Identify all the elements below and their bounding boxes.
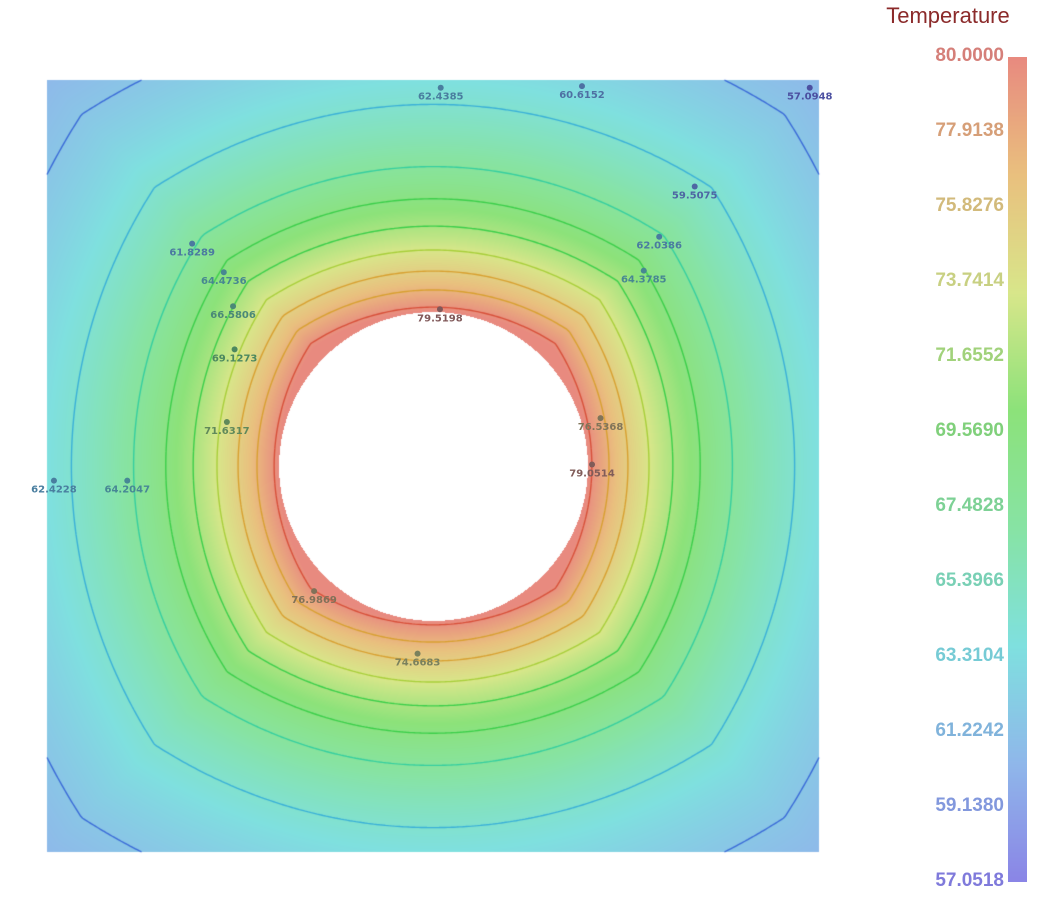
data-point-marker [656, 233, 663, 240]
colorbar-tick-label: 59.1380 [935, 795, 1004, 816]
data-point-marker [640, 267, 647, 274]
colorbar-tick-label: 75.8276 [935, 195, 1004, 216]
data-point-label: 71.6317 [204, 426, 250, 437]
colorbar-title: Temperature [886, 3, 1010, 28]
colorbar-tick-label: 63.3104 [935, 645, 1004, 666]
data-point-label: 69.1273 [212, 353, 258, 364]
data-point-label: 60.6152 [559, 90, 605, 101]
colorbar-tick-label: 71.6552 [935, 345, 1004, 366]
data-point-label: 59.5075 [672, 191, 718, 202]
data-point-marker [806, 84, 813, 91]
colorbar-gradient [1008, 57, 1027, 882]
data-point-label: 62.4228 [31, 485, 77, 496]
data-point-label: 76.5368 [578, 422, 624, 433]
colorbar-tick-label: 73.7414 [935, 270, 1004, 291]
data-point-label: 79.5198 [417, 313, 463, 324]
data-point-label: 61.8289 [169, 248, 215, 259]
data-point-marker [230, 303, 237, 310]
data-point-marker [220, 269, 227, 276]
data-point-label: 64.2047 [105, 485, 151, 496]
colorbar-tick-label: 69.5690 [935, 420, 1004, 441]
data-point-marker [436, 306, 443, 313]
colorbar-tick-label: 65.3966 [935, 570, 1004, 591]
data-point-marker [578, 83, 585, 90]
data-point-marker [311, 588, 318, 595]
data-point-marker [414, 650, 421, 657]
data-point-label: 62.0386 [636, 241, 682, 252]
data-point-marker [691, 183, 698, 190]
data-point-label: 64.4736 [201, 276, 247, 287]
data-point-label: 76.9869 [291, 595, 337, 606]
data-point-marker [437, 84, 444, 91]
data-point-marker [50, 477, 57, 484]
data-point-label: 62.4385 [418, 92, 464, 103]
data-point-label: 74.6683 [395, 658, 441, 669]
data-point-label: 57.0948 [787, 92, 833, 103]
data-point-label: 79.0514 [569, 468, 615, 479]
data-point-marker [589, 461, 596, 468]
colorbar-tick-label: 67.4828 [935, 495, 1004, 516]
data-point-marker [223, 418, 230, 425]
colorbar-tick-label: 57.0518 [935, 870, 1004, 891]
colorbar-tick-label: 80.0000 [935, 45, 1004, 66]
data-point-marker [189, 240, 196, 247]
data-point-marker [124, 477, 131, 484]
data-point-marker [231, 346, 238, 353]
colorbar-tick-label: 61.2242 [935, 720, 1004, 741]
data-point-marker [597, 415, 604, 422]
data-point-label: 64.3785 [621, 275, 667, 286]
data-point-label: 66.5806 [210, 310, 256, 321]
colorbar-tick-label: 77.9138 [935, 120, 1004, 141]
